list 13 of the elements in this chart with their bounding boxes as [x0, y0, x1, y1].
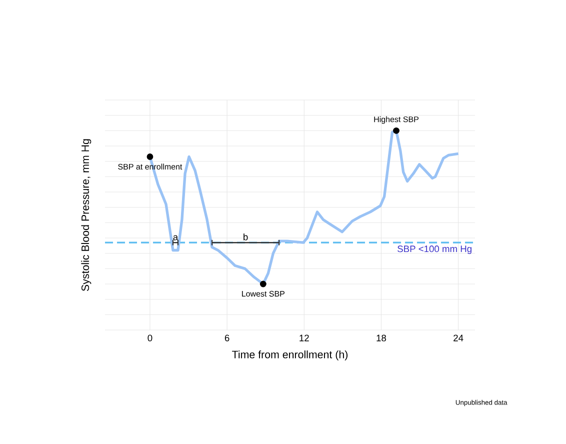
annotation: Lowest SBP: [242, 290, 285, 297]
annotation: Highest SBP: [374, 116, 418, 124]
x-axis-title: Time from enrollment (h): [232, 350, 348, 360]
x-tick-label: 12: [300, 334, 309, 342]
legend-label: a: [173, 235, 178, 240]
y-axis-title: Systolic Blood Pressure, mm Hg: [81, 139, 92, 291]
annotation: SBP at enrollment: [118, 164, 182, 170]
ref-line-label: SBP <100 mm Hg: [398, 246, 472, 254]
x-tick-label: 18: [376, 334, 386, 342]
x-tick-label: 0: [148, 334, 152, 342]
x-tick-label: 6: [224, 334, 230, 342]
x-tick-label: 24: [454, 334, 464, 342]
series-label: b: [244, 233, 248, 240]
